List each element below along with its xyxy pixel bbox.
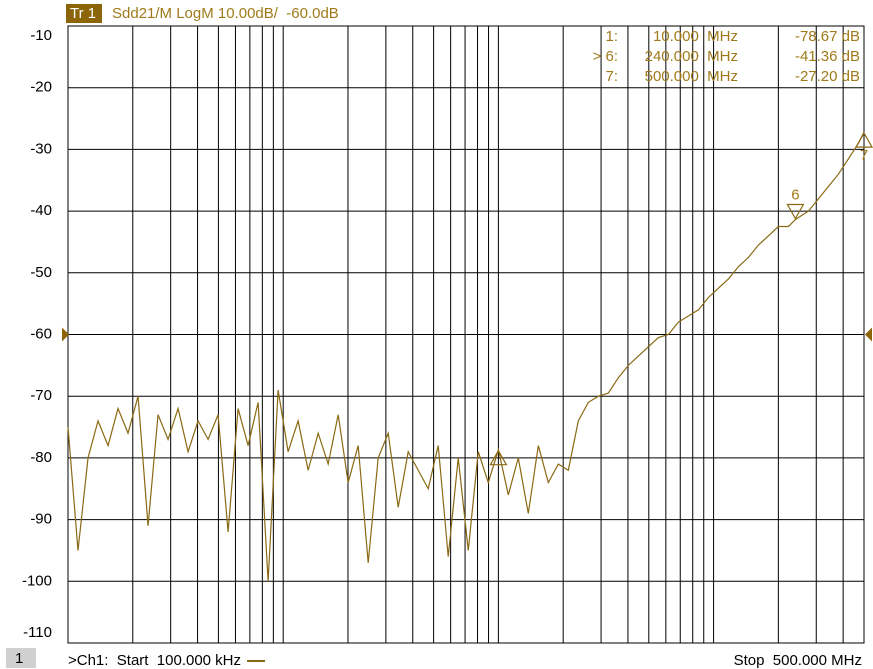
channel-box [6,648,36,668]
y-tick-label: -60 [30,325,52,342]
y-tick-label: -110 [23,624,52,641]
y-tick-label: -100 [22,572,52,589]
y-tick-label: -30 [30,140,52,157]
reference-marker [865,327,872,342]
marker [489,449,508,466]
marker [854,131,873,148]
marker-value: -41.36 dB [795,48,860,65]
start-label: >Ch1: Start 100.000 kHz [68,652,241,669]
y-tick-label: -50 [30,264,52,281]
trace-tag: Tr 1 [70,5,96,22]
marker-id: > 6: [593,48,618,65]
y-tick-label: -20 [30,79,52,96]
marker-id: 1: [605,28,618,45]
marker-id: 7: [605,68,618,85]
marker-frequency: 10.000 MHz [653,28,738,45]
marker-frequency: 500.000 MHz [645,68,738,85]
trace [67,131,865,582]
marker-tag: 7 [860,147,868,164]
reference-marker [62,327,69,342]
marker [786,203,805,220]
marker-frequency: 240.000 MHz [645,48,738,65]
y-tick-label: -40 [30,202,52,219]
y-tick-label: -10 [30,27,52,44]
channel-number: 1 [15,650,23,667]
marker-tag: 6 [791,186,799,203]
marker-value: -27.20 dB [795,68,860,85]
marker-value: -78.67 dB [795,28,860,45]
trace-tag-box [66,4,102,23]
y-tick-label: -90 [30,511,52,528]
y-tick-label: -70 [30,387,52,404]
trace-title: Sdd21/M LogM 10.00dB/ -60.0dB [112,5,339,22]
y-tick-label: -80 [30,449,52,466]
stop-label: Stop 500.000 MHz [734,652,862,669]
